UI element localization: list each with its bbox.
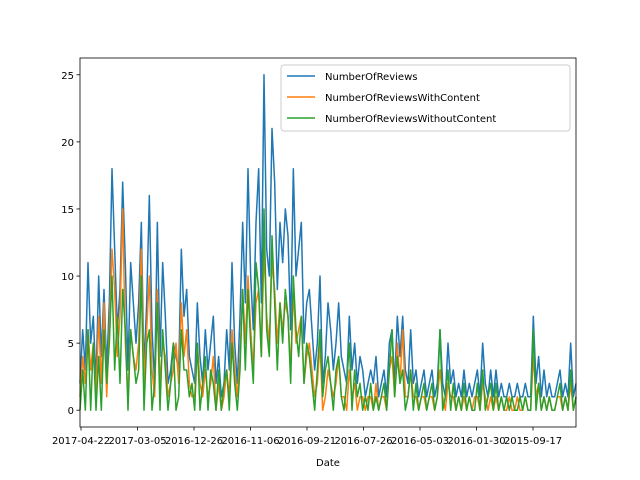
y-tick-label-0: 0 — [68, 406, 74, 417]
legend: NumberOfReviews NumberOfReviewsWithConten… — [280, 64, 571, 132]
y-tick-label-3: 15 — [61, 205, 74, 216]
legend-box — [280, 64, 571, 132]
series-layer — [79, 74, 577, 411]
y-tick-label-1: 5 — [68, 339, 74, 350]
x-axis-label: Date — [316, 458, 340, 469]
x-tick-label-1: 2017-03-05 — [108, 436, 166, 447]
y-tick-label-5: 25 — [61, 71, 74, 82]
legend-label-1: NumberOfReviewsWithContent — [325, 93, 480, 104]
x-tick-label-5: 2016-07-26 — [334, 436, 392, 447]
series-line-0 — [79, 74, 577, 398]
x-tick-label-0: 2017-04-22 — [52, 436, 110, 447]
x-tick-label-3: 2016-11-06 — [221, 436, 279, 447]
axes-layer: 0 5 10 15 20 25 2017-04-222017-03-052016-12-26… — [52, 57, 577, 447]
x-tick-label-8: 2015-09-17 — [504, 436, 562, 447]
x-tick-label-6: 2016-05-03 — [391, 436, 449, 447]
x-tick-label-2: 2016-12-26 — [165, 436, 223, 447]
legend-label-2: NumberOfReviewsWithoutContent — [325, 114, 496, 125]
series-line-2 — [79, 208, 577, 411]
x-tick-label-4: 2016-09-21 — [278, 436, 336, 447]
y-tick-label-2: 10 — [61, 272, 74, 283]
y-tick-label-4: 20 — [61, 138, 74, 149]
plot-frame — [79, 57, 577, 428]
x-tick-label-7: 2016-01-30 — [447, 436, 505, 447]
legend-label-0: NumberOfReviews — [325, 72, 417, 83]
